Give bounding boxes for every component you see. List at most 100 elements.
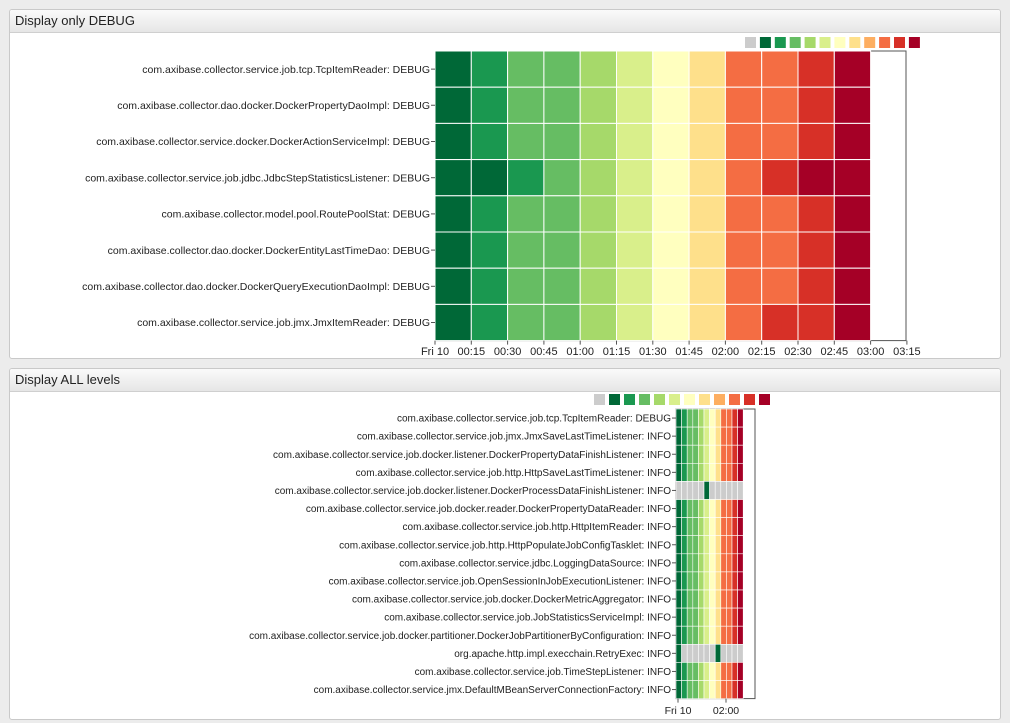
heatmap-cell: [761, 122, 799, 161]
heatmap-cell: [686, 680, 694, 699]
heatmap-cell: [692, 625, 699, 645]
heatmap-cell: [543, 231, 581, 269]
heatmap-cell: [726, 444, 733, 464]
row-label: org.apache.http.impl.execchain.RetryExec…: [454, 649, 671, 660]
legend-swatch: [864, 37, 876, 48]
legend-swatch: [759, 394, 770, 405]
row-label: com.axibase.collector.service.job.jmx.Jm…: [357, 432, 671, 443]
heatmap-cell: [737, 680, 744, 699]
heatmap-cell: [714, 408, 722, 428]
legend-swatch: [699, 394, 710, 405]
heatmap-cell: [833, 86, 872, 124]
heatmap-cell: [720, 481, 727, 500]
heatmap-cell: [616, 303, 654, 342]
heatmap-cell: [681, 662, 688, 681]
heatmap-cell: [737, 571, 744, 591]
heatmap-cell: [833, 267, 872, 305]
heatmap-cell: [720, 553, 727, 573]
legend-swatch: [745, 37, 756, 48]
heatmap-cell: [692, 644, 699, 663]
row-label: com.axibase.collector.service.job.http.H…: [339, 540, 671, 551]
heatmap-cell: [579, 86, 618, 124]
heatmap-cell: [434, 195, 472, 233]
heatmap-cell: [720, 607, 727, 627]
legend-swatch: [669, 394, 680, 405]
x-tick-label: 00:15: [458, 346, 486, 358]
heatmap-cell: [720, 535, 727, 555]
heatmap-cell: [681, 644, 688, 663]
panel-title: Display ALL levels: [10, 369, 1000, 392]
heatmap-cell: [507, 86, 545, 124]
heatmap-cell: [737, 481, 744, 500]
heatmap-cell: [703, 607, 710, 627]
heatmap-cell: [652, 86, 690, 124]
heatmap-cell: [737, 535, 744, 555]
legend-swatch: [804, 37, 816, 48]
heatmap-cell: [507, 303, 545, 342]
heatmap-cell: [692, 553, 699, 573]
heatmap-cell: [714, 553, 722, 573]
panel-debug: Display only DEBUG com.axibase.collector…: [9, 9, 1001, 359]
heatmap-cell: [833, 303, 872, 342]
row-label: com.axibase.collector.service.job.docker…: [273, 450, 671, 461]
heatmap-cell: [692, 408, 699, 428]
heatmap-cell: [470, 50, 509, 88]
panel-title: Display only DEBUG: [10, 10, 1000, 33]
heatmap-cell: [709, 499, 716, 518]
heatmap-cell: [833, 50, 872, 88]
heatmap-cell: [507, 195, 545, 233]
heatmap-cell: [616, 86, 654, 124]
heatmap-cell: [688, 231, 726, 269]
row-label: com.axibase.collector.model.pool.RoutePo…: [162, 209, 430, 221]
heatmap-cell: [686, 644, 694, 663]
heatmap-cell: [616, 50, 654, 88]
heatmap-cell: [675, 444, 682, 464]
heatmap-cell: [709, 535, 716, 555]
heatmap-cell: [797, 303, 835, 342]
heatmap-cell: [709, 444, 716, 464]
heatmap-cell: [709, 571, 716, 591]
heatmap-cell: [470, 86, 509, 124]
heatmap-cell: [579, 267, 618, 305]
heatmap-cell: [675, 680, 682, 699]
heatmap-cell: [507, 159, 545, 197]
row-label: com.axibase.collector.service.job.jmx.Jm…: [137, 317, 430, 329]
heatmap-cell: [698, 644, 705, 663]
heatmap-cell: [686, 481, 694, 500]
row-label: com.axibase.collector.dao.docker.DockerP…: [117, 100, 430, 112]
heatmap-cell: [737, 444, 744, 464]
legend-swatch: [624, 394, 635, 405]
heatmap-cell: [731, 426, 738, 446]
heatmap-cell: [681, 589, 688, 609]
heatmap-cell: [703, 625, 710, 645]
heatmap-cell: [720, 589, 727, 609]
heatmap-cell: [714, 535, 722, 555]
heatmap-cell: [434, 50, 472, 88]
heatmap-cell: [761, 231, 799, 269]
heatmap-cell: [507, 50, 545, 88]
heatmap-cell: [470, 303, 509, 342]
heatmap-cell: [681, 553, 688, 573]
heatmap-cell: [686, 553, 694, 573]
heatmap-cell: [692, 535, 699, 555]
heatmap-all-levels: com.axibase.collector.service.job.tcp.Tc…: [249, 394, 770, 717]
heatmap-cell: [737, 426, 744, 446]
heatmap-cell: [616, 122, 654, 161]
heatmap-cell: [720, 680, 727, 699]
heatmap-cell: [714, 463, 722, 482]
heatmap-cell: [675, 607, 682, 627]
heatmap-cell: [731, 662, 738, 681]
heatmap-cell: [714, 426, 722, 446]
x-tick-label: 02:15: [748, 346, 776, 358]
heatmap-cell: [692, 481, 699, 500]
heatmap-debug: com.axibase.collector.service.job.tcp.Tc…: [82, 37, 921, 358]
heatmap-cell: [703, 644, 710, 663]
heatmap-cell: [686, 625, 694, 645]
heatmap-cell: [726, 481, 733, 500]
x-tick-label: 01:30: [639, 346, 667, 358]
legend-swatch: [908, 37, 920, 48]
heatmap-cell: [686, 426, 694, 446]
x-tick-label: 02:00: [712, 346, 740, 358]
heatmap-cell: [703, 517, 710, 536]
heatmap-cell: [675, 644, 682, 663]
